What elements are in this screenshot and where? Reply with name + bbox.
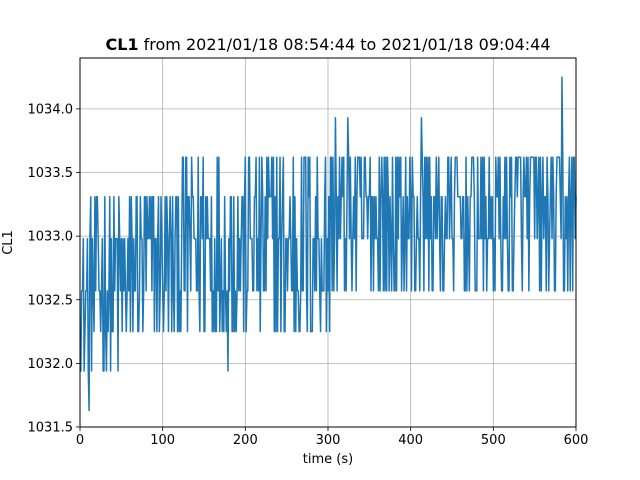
x-tick-label: 400 xyxy=(398,433,423,448)
y-tick-label: 1034.0 xyxy=(28,102,74,117)
y-axis-label: CL1 xyxy=(1,230,16,255)
y-tick-label: 1032.5 xyxy=(28,293,74,308)
y-tick-label: 1032.0 xyxy=(28,357,74,372)
x-tick-label: 300 xyxy=(316,433,341,448)
plot-series xyxy=(80,76,577,412)
chart-title: CL1 from 2021/01/18 08:54:44 to 2021/01/… xyxy=(105,35,550,54)
x-tick-label: 600 xyxy=(564,433,589,448)
x-tick-label: 200 xyxy=(233,433,258,448)
x-tick-label: 100 xyxy=(150,433,175,448)
x-tick-label: 0 xyxy=(76,433,84,448)
x-axis-label: time (s) xyxy=(303,452,353,467)
chart-title-bold: CL1 xyxy=(105,35,138,54)
y-tick-label: 1033.0 xyxy=(28,230,74,245)
series-line xyxy=(80,76,577,412)
y-tick-label: 1033.5 xyxy=(28,166,74,181)
chart-title-rest: from 2021/01/18 08:54:44 to 2021/01/18 0… xyxy=(139,35,551,54)
y-tick-label: 1031.5 xyxy=(28,421,74,436)
axes-ticks: 0 100 200 300 400 500 600 1031.5 1032.0 1032.5 103… xyxy=(28,102,589,448)
x-tick-label: 500 xyxy=(481,433,506,448)
